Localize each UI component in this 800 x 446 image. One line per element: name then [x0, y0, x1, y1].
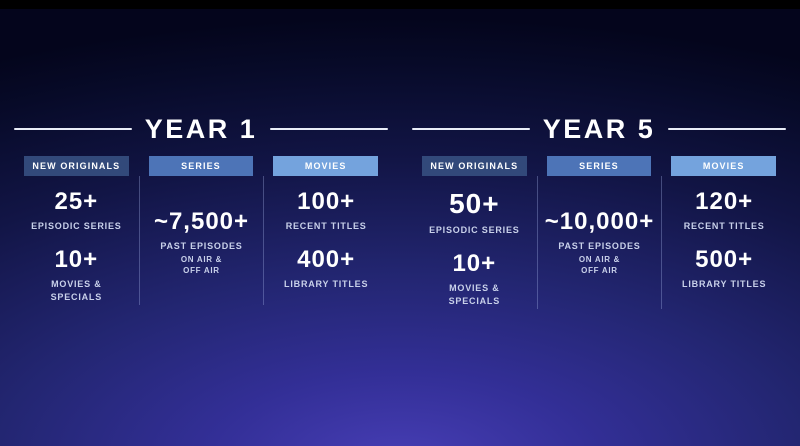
badge-new-originals: NEW ORIGINALS — [24, 156, 129, 176]
year-1-new-originals-column: 25+ EPISODIC SERIES 10+ MOVIES & SPECIAL… — [14, 176, 139, 305]
stat-label: MOVIES & SPECIALS — [448, 282, 501, 307]
title-line-left — [14, 128, 132, 130]
stat-value: 50+ — [449, 188, 500, 219]
stat-y5-movies-specials: 10+ MOVIES & SPECIALS — [448, 249, 501, 309]
year-1-section: YEAR 1 NEW ORIGINALS SERIES MOVIES 25+ E… — [14, 112, 389, 309]
stat-label: PAST EPISODES — [558, 241, 641, 251]
stat-sublabel: ON AIR & OFF AIR — [578, 254, 621, 275]
stat-y5-past-episodes: ~10,000+ PAST EPISODES ON AIR & OFF AIR — [545, 210, 654, 276]
badge-movies: MOVIES — [671, 156, 776, 176]
year-5-series-column: ~10,000+ PAST EPISODES ON AIR & OFF AIR — [536, 176, 662, 309]
year-5-title: YEAR 5 — [542, 113, 656, 144]
letterbox-bar — [0, 0, 800, 9]
badge-series: SERIES — [546, 156, 652, 176]
title-line-right — [668, 128, 787, 130]
stat-value: ~7,500+ — [153, 208, 250, 235]
stat-y5-recent-titles: 120+ RECENT TITLES — [684, 190, 765, 234]
stat-y5-library-titles: 500+ LIBRARY TITLES — [682, 245, 767, 292]
stat-y1-past-episodes: ~7,500+ PAST EPISODES ON AIR & OFF AIR — [154, 210, 249, 276]
year-1-title: YEAR 1 — [144, 113, 258, 144]
stat-value: ~10,000+ — [544, 208, 655, 235]
year-1-header: YEAR 1 — [14, 112, 389, 146]
stat-y1-library-titles: 400+ LIBRARY TITLES — [284, 245, 369, 292]
stat-value: 25+ — [54, 188, 99, 215]
year-1-series-column: ~7,500+ PAST EPISODES ON AIR & OFF AIR — [138, 176, 264, 305]
stat-y1-recent-titles: 100+ RECENT TITLES — [286, 190, 367, 234]
stat-y1-movies-specials: 10+ MOVIES & SPECIALS — [50, 245, 103, 305]
badge-series: SERIES — [148, 156, 254, 176]
stat-sublabel: ON AIR & OFF AIR — [180, 254, 223, 275]
stat-y5-episodic-series: 50+ EPISODIC SERIES — [429, 190, 520, 238]
stat-label: RECENT TITLES — [683, 221, 765, 231]
year-5-badges-row: NEW ORIGINALS SERIES MOVIES — [412, 156, 786, 176]
stat-value: 120+ — [695, 188, 754, 215]
stat-label: EPISODIC SERIES — [31, 221, 122, 231]
year-5-stats-row: 50+ EPISODIC SERIES 10+ MOVIES & SPECIAL… — [412, 176, 786, 309]
title-line-right — [270, 128, 389, 130]
year-1-badges-row: NEW ORIGINALS SERIES MOVIES — [14, 156, 388, 176]
stat-y1-episodic-series: 25+ EPISODIC SERIES — [31, 190, 122, 234]
stat-value: 400+ — [297, 245, 356, 273]
stat-value: 10+ — [54, 245, 99, 273]
stat-value: 500+ — [695, 245, 754, 273]
year-5-header: YEAR 5 — [412, 112, 787, 146]
title-line-left — [412, 128, 530, 130]
stat-label: LIBRARY TITLES — [284, 278, 369, 289]
stat-label: EPISODIC SERIES — [429, 225, 520, 235]
year-1-movies-column: 100+ RECENT TITLES 400+ LIBRARY TITLES — [263, 176, 388, 305]
stat-value: 100+ — [297, 188, 356, 215]
year-5-new-originals-column: 50+ EPISODIC SERIES 10+ MOVIES & SPECIAL… — [412, 176, 537, 309]
stat-label: PAST EPISODES — [160, 241, 243, 251]
year-5-section: YEAR 5 NEW ORIGINALS SERIES MOVIES 50+ E… — [412, 112, 787, 309]
badge-new-originals: NEW ORIGINALS — [422, 156, 527, 176]
badge-movies: MOVIES — [273, 156, 378, 176]
stat-value: 10+ — [452, 249, 497, 277]
stat-label: LIBRARY TITLES — [682, 278, 767, 289]
stat-label: MOVIES & SPECIALS — [50, 278, 103, 303]
content-area: YEAR 1 NEW ORIGINALS SERIES MOVIES 25+ E… — [14, 112, 787, 309]
year-1-stats-row: 25+ EPISODIC SERIES 10+ MOVIES & SPECIAL… — [14, 176, 388, 305]
stat-label: RECENT TITLES — [285, 221, 367, 231]
year-5-movies-column: 120+ RECENT TITLES 500+ LIBRARY TITLES — [661, 176, 786, 309]
